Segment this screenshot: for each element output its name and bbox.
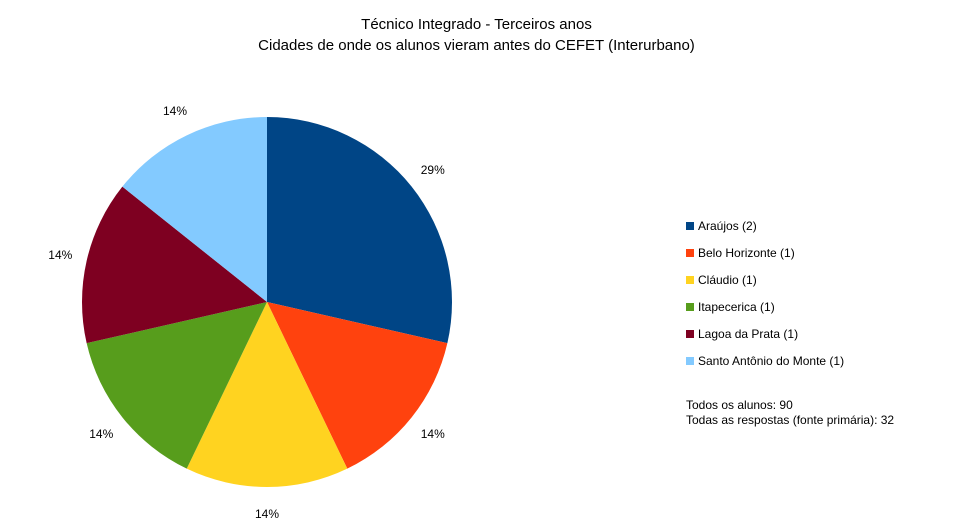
legend-item-2: Cláudio (1): [686, 266, 844, 293]
legend-item-3: Itapecerica (1): [686, 293, 844, 320]
slice-percent-label-4: 14%: [48, 248, 72, 262]
pie-slice-2: [186, 302, 348, 487]
note-total-responses: Todas as respostas (fonte primária): 32: [686, 413, 895, 427]
chart-title: Técnico Integrado - Terceiros anos: [361, 16, 592, 33]
pie-slice-1: [267, 302, 448, 469]
legend-label-1: Belo Horizonte (1): [698, 245, 795, 260]
legend-swatch-4: [686, 329, 694, 338]
legend: Araújos (2) Belo Horizonte (1) Cláudio (1)…: [686, 212, 844, 374]
slice-percent-label-2: 14%: [255, 507, 279, 521]
legend-swatch-1: [686, 248, 694, 257]
pie-slice-0: [267, 117, 453, 344]
slice-percent-label-3: 14%: [89, 427, 113, 441]
legend-swatch-0: [686, 221, 694, 230]
legend-swatch-5: [686, 356, 694, 365]
slice-percent-label-5: 14%: [163, 104, 187, 118]
legend-label-4: Lagoa da Prata (1): [698, 326, 799, 341]
legend-label-0: Araújos (2): [698, 218, 757, 233]
legend-swatch-2: [686, 275, 694, 284]
legend-item-1: Belo Horizonte (1): [686, 239, 844, 266]
note-total-students: Todos os alunos: 90: [686, 398, 793, 412]
legend-item-5: Santo Antônio do Monte (1): [686, 347, 844, 374]
pie-slice-4: [82, 186, 267, 344]
legend-item-4: Lagoa da Prata (1): [686, 320, 844, 347]
notes: Todos os alunos: 90 Todas as respostas (…: [686, 398, 894, 428]
legend-label-2: Cláudio (1): [698, 272, 757, 287]
slice-percent-label-1: 14%: [421, 427, 445, 441]
slice-percent-label-0: 29%: [421, 163, 445, 177]
pie-slice-3: [86, 302, 267, 469]
legend-label-3: Itapecerica (1): [698, 299, 775, 314]
pie-slice-5: [122, 117, 267, 302]
legend-item-0: Araújos (2): [686, 212, 844, 239]
chart-subtitle: Cidades de onde os alunos vieram antes d…: [258, 37, 695, 54]
legend-label-5: Santo Antônio do Monte (1): [698, 353, 845, 368]
legend-swatch-3: [686, 302, 694, 311]
